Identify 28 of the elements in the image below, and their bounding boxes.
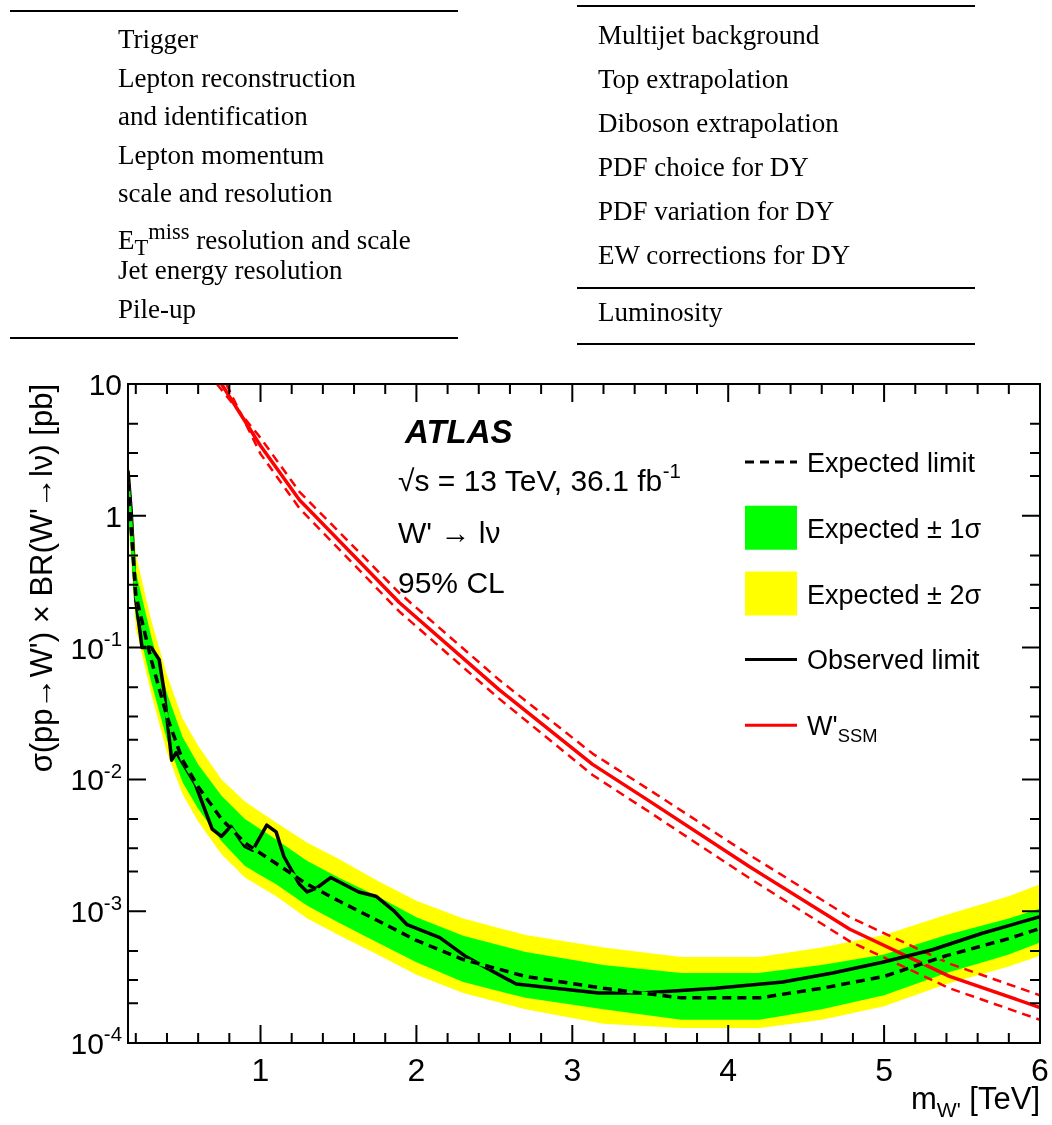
y-axis-title: σ(pp→W') × BR(W'→lν) [pb] [24, 383, 59, 773]
legend-label: Observed limit [807, 645, 981, 676]
text: Lepton momentum [118, 138, 325, 171]
text: PDF variation for DY [598, 195, 835, 227]
text: Luminosity [598, 296, 723, 328]
text: Trigger [118, 23, 199, 55]
legend-label: Expected ± 1σ [807, 513, 982, 544]
annotation: W' → lν [398, 516, 501, 549]
x-tick-label: 3 [563, 1052, 582, 1088]
y-tick-label: 10 [88, 368, 123, 401]
text: PDF choice for DY [598, 151, 809, 183]
text: Pile-up [118, 292, 196, 325]
legend-label: Expected ± 2σ [807, 579, 982, 610]
text: Lepton reconstruction [118, 61, 356, 94]
x-tick-label: 5 [875, 1052, 893, 1088]
x-tick-label: 4 [719, 1052, 738, 1088]
x-tick-label: 2 [407, 1052, 426, 1088]
text: Top extrapolation [598, 63, 789, 95]
text: and identification [118, 100, 308, 132]
legend-label: Expected limit [807, 448, 976, 478]
text: Multijet background [598, 19, 820, 51]
annotation: ATLAS [404, 413, 513, 450]
annotation: 95% CL [398, 566, 505, 599]
text: EW corrections for DY [598, 239, 851, 271]
y-tick-label: 1 [105, 499, 122, 533]
text: scale and resolution [118, 177, 333, 209]
text: Diboson extrapolation [598, 107, 839, 139]
x-tick-label: 1 [251, 1052, 270, 1088]
